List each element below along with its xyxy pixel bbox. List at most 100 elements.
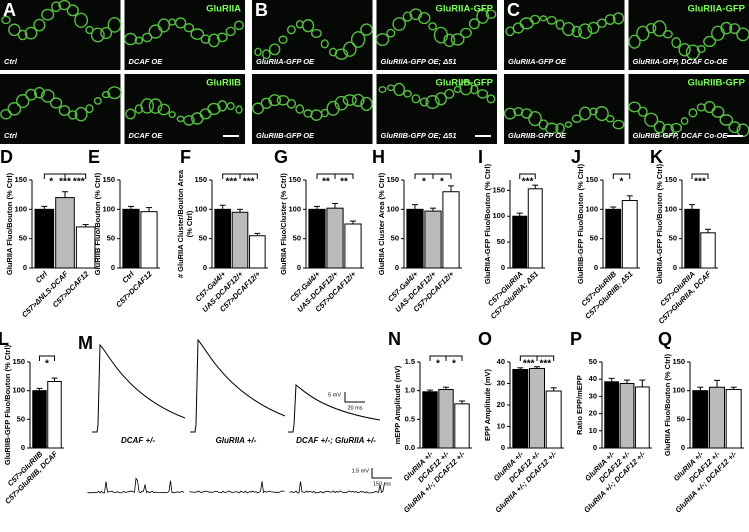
y-tick-label: 100 [492,211,505,220]
bar [231,211,249,269]
bouton [234,20,244,31]
bouton [564,121,573,128]
significance-label: * [45,359,49,370]
bouton [403,89,412,98]
y-tick-label: 100 [194,204,207,213]
genotype-label: GluRIIA-GFP OE; Δ51 [381,57,457,66]
bouton [140,98,154,114]
bar [619,383,635,449]
significance-label: * [452,359,456,370]
bouton [286,25,296,35]
genotype-label: GluRIIA-GFP, DCAF Co-OE [633,57,729,66]
bouton [434,92,447,106]
bouton [417,12,431,25]
bar [424,210,442,269]
y-tick-label: 1.5 [405,357,415,366]
bouton [612,119,625,130]
y-tick-label: 50 [107,234,115,243]
bar [55,197,75,269]
boutons [254,19,373,60]
bar [692,390,709,449]
y-axis-label: GluRIIB-GFP Fluo/Bouton (% Ctrl) [576,163,585,284]
y-tick-label: 0 [203,263,207,272]
significance-label: *** [523,359,535,370]
boutons [378,80,496,110]
significance-label: *** [522,177,534,188]
bar [621,200,638,269]
bouton [41,8,55,21]
significance-label: *** [539,359,551,370]
bouton [125,108,136,120]
bouton [662,29,673,39]
y-tick-label: 150 [194,175,207,184]
epp-trace [288,384,381,433]
bouton [320,39,329,49]
micrograph [252,74,373,144]
panel-letter: K [650,147,663,167]
panel-letter: A [3,0,16,20]
bar [684,208,700,269]
y-tick-label: 100 [288,204,301,213]
panel-letter: D [0,147,13,167]
bar [344,223,362,269]
y-tick-label: 150 [386,175,399,184]
significance-label: * [440,177,444,188]
y-tick-label: 150 [672,357,685,366]
y-tick-label: 0 [673,263,677,272]
bouton [25,88,37,101]
bar [308,208,326,269]
bouton [101,90,111,99]
bouton [386,28,396,38]
channel-label: GluRIIB-GFP [435,78,493,89]
bouton [719,114,734,126]
y-tick-label: 50 [669,234,677,243]
bouton [562,22,575,37]
y-axis-label: GluRIIB Fluo/Bouton (% Ctrl) [93,172,102,275]
bouton [485,9,497,20]
y-tick-label: 10 [497,421,505,430]
panel-letter: C [507,0,520,20]
y-tick-label: 30 [589,391,597,400]
scale-label: 20 ms [348,405,363,411]
bar [512,215,528,269]
significance-bracket [43,173,87,179]
bouton [605,115,615,123]
significance-label: * [422,177,426,188]
bouton [66,4,79,17]
significance-bracket [222,173,258,179]
y-tick-label: 0 [593,443,597,452]
y-tick-label: 50 [293,234,301,243]
bouton [33,86,45,99]
boutons [1,0,122,43]
bouton [183,23,195,33]
bouton [15,94,30,109]
bouton [375,32,390,47]
bouton [678,43,691,57]
boutons [505,12,625,40]
bouton [529,14,541,25]
bar [34,208,55,269]
y-tick-label: 50 [17,414,25,423]
bouton [411,94,421,104]
y-tick-label: 0 [23,263,27,272]
boutons [503,106,625,135]
y-tick-label: 0 [111,263,115,272]
y-tick-label: 50 [677,414,685,423]
genotype-label: GluRIIB-GFP OE; Δ51 [381,131,457,140]
bouton [460,27,472,39]
bouton [476,9,490,24]
bouton [645,23,657,34]
bouton [470,84,479,95]
y-tick-label: 150 [102,175,115,184]
significance-label: ** [340,177,348,188]
bar [140,211,158,269]
mepp-trace [87,477,185,494]
significance-bracket [414,173,452,179]
panel-letter: L [0,329,9,349]
significance-label: *** [694,177,706,188]
y-tick-label: 50 [497,237,505,246]
y-tick-label: 100 [14,204,27,213]
bouton [528,110,542,127]
bar [47,380,62,449]
